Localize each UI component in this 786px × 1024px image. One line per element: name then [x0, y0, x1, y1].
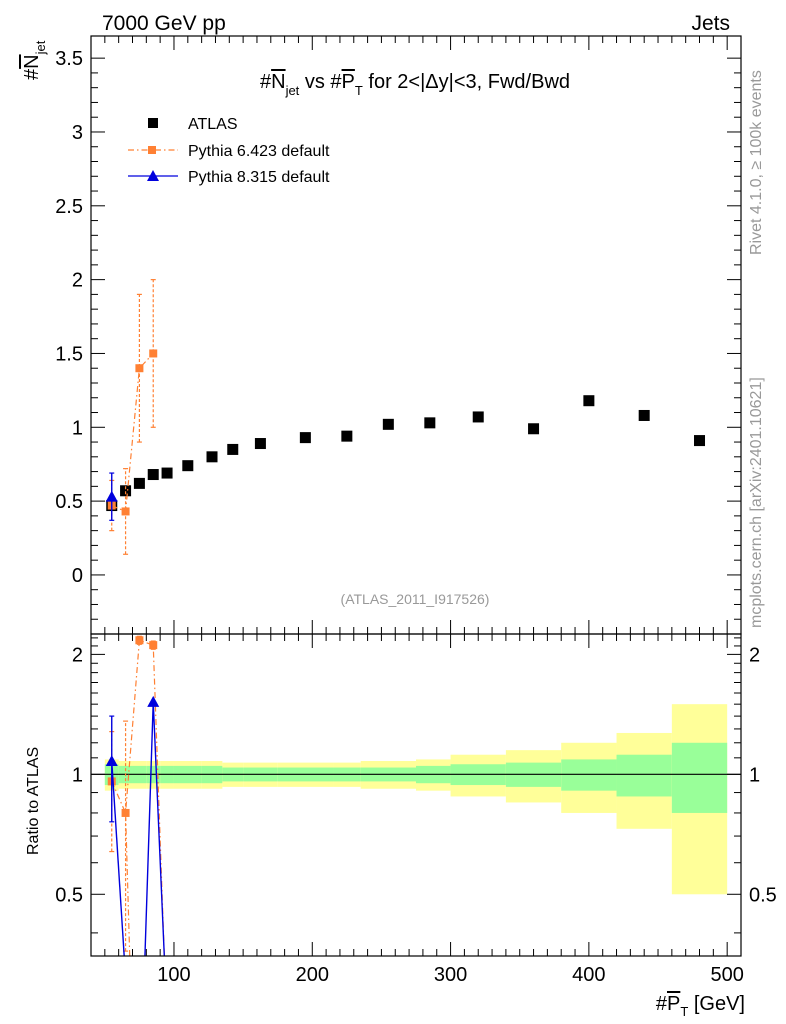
x-tick-label: 200	[296, 964, 329, 986]
atlas-point	[472, 411, 484, 423]
y-tick-label: 1.5	[55, 343, 83, 365]
atlas-point	[694, 435, 706, 447]
y-tick-label: 1	[72, 417, 83, 439]
py6-ratio-line	[124, 639, 165, 957]
legend-atlas-marker	[148, 118, 158, 128]
py6-point	[121, 507, 130, 516]
py8-ratio-line	[144, 701, 165, 957]
atlas-point	[147, 469, 159, 481]
header-right: Jets	[691, 12, 730, 35]
ratio-y-tick-label-right: 2	[749, 644, 760, 666]
atlas-point	[182, 460, 194, 472]
y-tick-label: 2	[72, 270, 83, 292]
ratio-axis-ticks: 0.5 0.5 1 1 2 2 100 200 300 400 500	[55, 634, 777, 986]
main-axis-ticks: 0 0.5 1 1.5 2 2.5 3 3.5	[55, 36, 741, 634]
main-series	[105, 279, 706, 555]
atlas-point	[424, 417, 436, 429]
x-tick-label: 300	[434, 964, 467, 986]
chart-title: #Njet vs #PT for 2<|Δy|<3, Fwd/Bwd	[260, 71, 570, 98]
mcplots-label: mcplots.cern.ch [arXiv:2401.10621]	[748, 377, 765, 628]
py6-ratio-point	[121, 808, 130, 817]
ratio-y-tick-label: 2	[72, 644, 83, 666]
atlas-point	[254, 438, 266, 450]
ratio-series	[105, 635, 165, 957]
ratio-inner-band	[671, 742, 728, 813]
ratio-frame	[90, 633, 742, 957]
atlas-point	[206, 451, 218, 463]
atlas-point	[638, 409, 650, 421]
atlas-point	[161, 467, 173, 479]
atlas-point	[227, 443, 239, 455]
header-left: 7000 GeV pp	[102, 12, 226, 35]
ratio-inner-band	[561, 759, 617, 791]
atlas-point	[299, 432, 311, 444]
ratio-inner-band	[616, 754, 672, 797]
atlas-point	[133, 477, 145, 489]
py6-ratio-point	[135, 636, 144, 645]
ratio-panel: 0.5 0.5 1 1 2 2 100 200 300 400 500	[55, 633, 777, 986]
atlas-point	[120, 485, 132, 497]
legend-py8-marker	[147, 170, 159, 181]
ratio-y-tick-label-right: 0.5	[749, 884, 777, 906]
rivet-label: Rivet 4.1.0, ≥ 100k events	[748, 70, 765, 255]
y-tick-label: 3.5	[55, 48, 83, 70]
main-panel: 0 0.5 1 1.5 2 2.5 3 3.5 #Njet vs #PT for 2<|Δy|…	[55, 35, 742, 635]
y-tick-label: 0.5	[55, 491, 83, 513]
py8-ratio-point	[105, 755, 118, 767]
legend-atlas-label: ATLAS	[188, 116, 238, 133]
atlas-point	[528, 423, 540, 435]
ratio-y-tick-label-right: 1	[749, 764, 760, 786]
x-tick-label: 500	[710, 964, 743, 986]
y-axis-label: #Njet	[21, 40, 48, 80]
py8-ratio-line	[111, 760, 125, 957]
atlas-point	[341, 430, 353, 442]
watermark: (ATLAS_2011_I917526)	[341, 591, 490, 607]
x-tick-label: 400	[572, 964, 605, 986]
ratio-bands	[104, 704, 728, 895]
ratio-y-axis-label: Ratio to ATLAS	[25, 747, 42, 855]
x-tick-label: 100	[157, 964, 190, 986]
ratio-y-tick-label: 0.5	[55, 884, 83, 906]
legend-py8-label: Pythia 8.315 default	[188, 169, 330, 186]
legend: ATLAS Pythia 6.423 default Pythia 8.315 …	[128, 116, 330, 186]
atlas-point	[583, 395, 595, 407]
y-tick-label: 2.5	[55, 196, 83, 218]
py6-point	[149, 349, 158, 358]
atlas-point	[382, 418, 394, 430]
y-tick-label: 0	[72, 565, 83, 587]
legend-py6-label: Pythia 6.423 default	[188, 143, 330, 160]
py6-ratio-point	[149, 641, 158, 650]
py6-point	[135, 364, 144, 373]
py6-line	[111, 353, 154, 513]
x-axis-label: #PT [GeV]	[656, 993, 745, 1019]
y-tick-label: 3	[72, 122, 83, 144]
py8-point	[105, 490, 118, 502]
legend-py6-marker	[148, 146, 156, 154]
py8-ratio-point	[147, 695, 160, 707]
ratio-y-tick-label: 1	[72, 764, 83, 786]
